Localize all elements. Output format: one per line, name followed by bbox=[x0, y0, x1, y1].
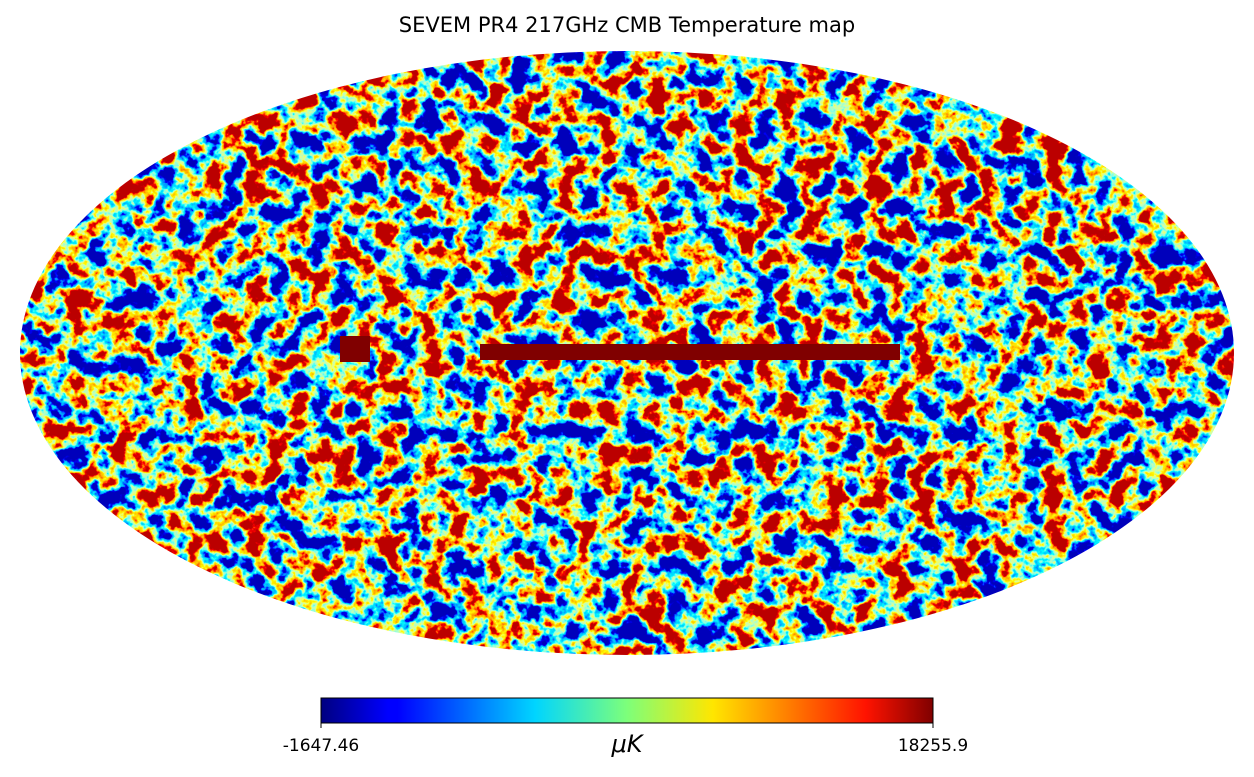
colorbar bbox=[320, 697, 934, 724]
galactic-plane bbox=[480, 344, 900, 360]
colorbar-label: μK bbox=[610, 730, 644, 758]
sky-map bbox=[20, 51, 1234, 655]
colorbar-tick-label: -1647.46 bbox=[283, 736, 359, 756]
colorbar-tick-label: 18255.9 bbox=[898, 736, 968, 756]
galactic-plane bbox=[340, 336, 370, 362]
chart-title: SEVEM PR4 217GHz CMB Temperature map bbox=[399, 13, 855, 37]
